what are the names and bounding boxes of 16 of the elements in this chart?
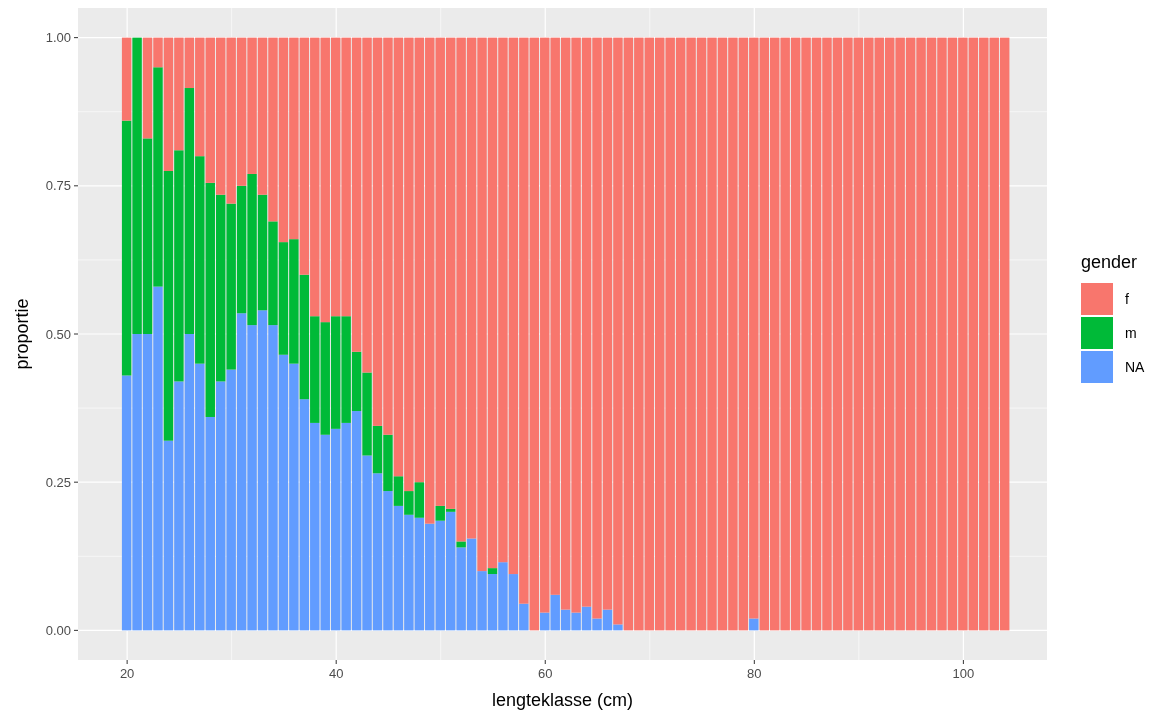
x-tick-label: 100 xyxy=(952,666,975,681)
x-tick-label: 80 xyxy=(747,666,762,681)
x-tick-label: 20 xyxy=(119,666,135,681)
y-tick-label: 1.00 xyxy=(45,30,71,46)
x-tick-label: 40 xyxy=(328,666,344,681)
x-axis-title: lengteklasse (cm) xyxy=(491,690,634,710)
y-tick-label: 0.50 xyxy=(45,326,71,342)
legend-label: m xyxy=(1125,325,1137,341)
legend-title: gender xyxy=(1081,252,1138,272)
x-tick-label: 60 xyxy=(538,666,553,681)
legend-label: f xyxy=(1125,291,1129,307)
y-tick-label: 0.25 xyxy=(45,474,71,490)
legend-label: NA xyxy=(1125,359,1146,375)
y-tick-label: 0.75 xyxy=(45,178,71,194)
y-axis-title: proportie xyxy=(12,298,32,370)
y-tick-label: 0.00 xyxy=(45,622,71,638)
